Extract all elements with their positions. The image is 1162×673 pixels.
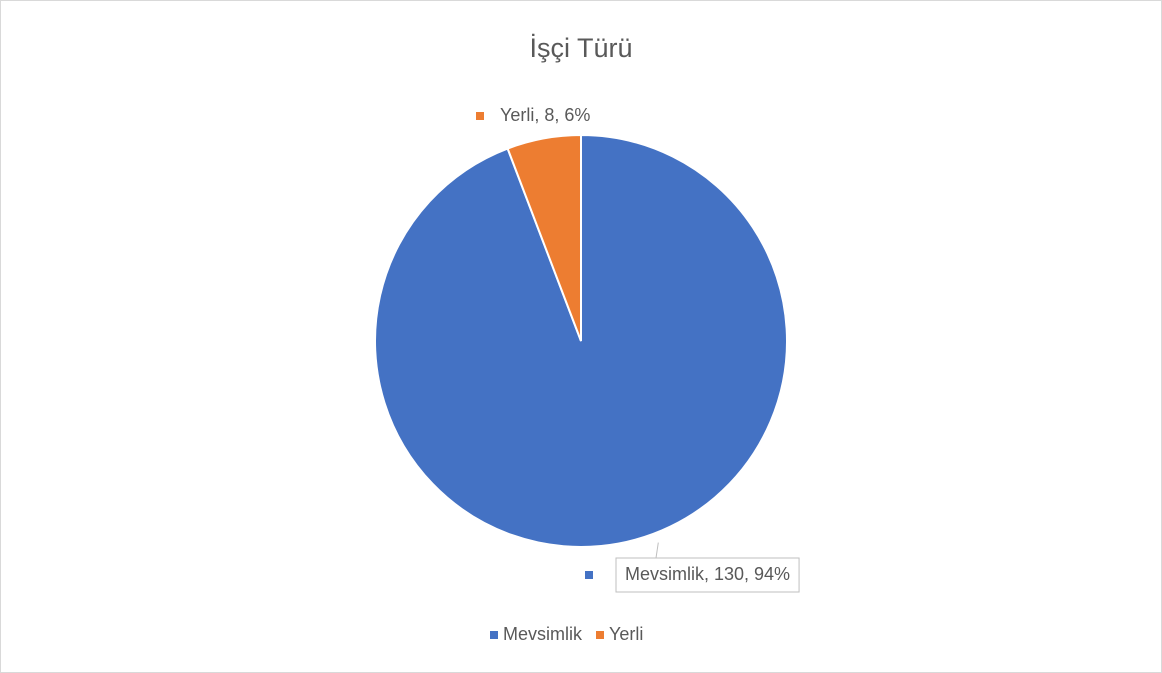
pie-slice xyxy=(506,133,582,342)
label-marker xyxy=(476,112,484,120)
legend-swatch xyxy=(490,631,498,639)
label-marker xyxy=(585,571,593,579)
legend-swatch xyxy=(596,631,604,639)
legend-label: Mevsimlik xyxy=(503,624,583,644)
chart-title: İşçi Türü xyxy=(529,32,632,63)
data-label: Mevsimlik, 130, 94% xyxy=(625,564,790,584)
leader-line xyxy=(655,542,659,559)
data-label-box xyxy=(615,557,800,593)
data-label: Yerli, 8, 6% xyxy=(500,105,590,125)
legend-label: Yerli xyxy=(609,624,643,644)
